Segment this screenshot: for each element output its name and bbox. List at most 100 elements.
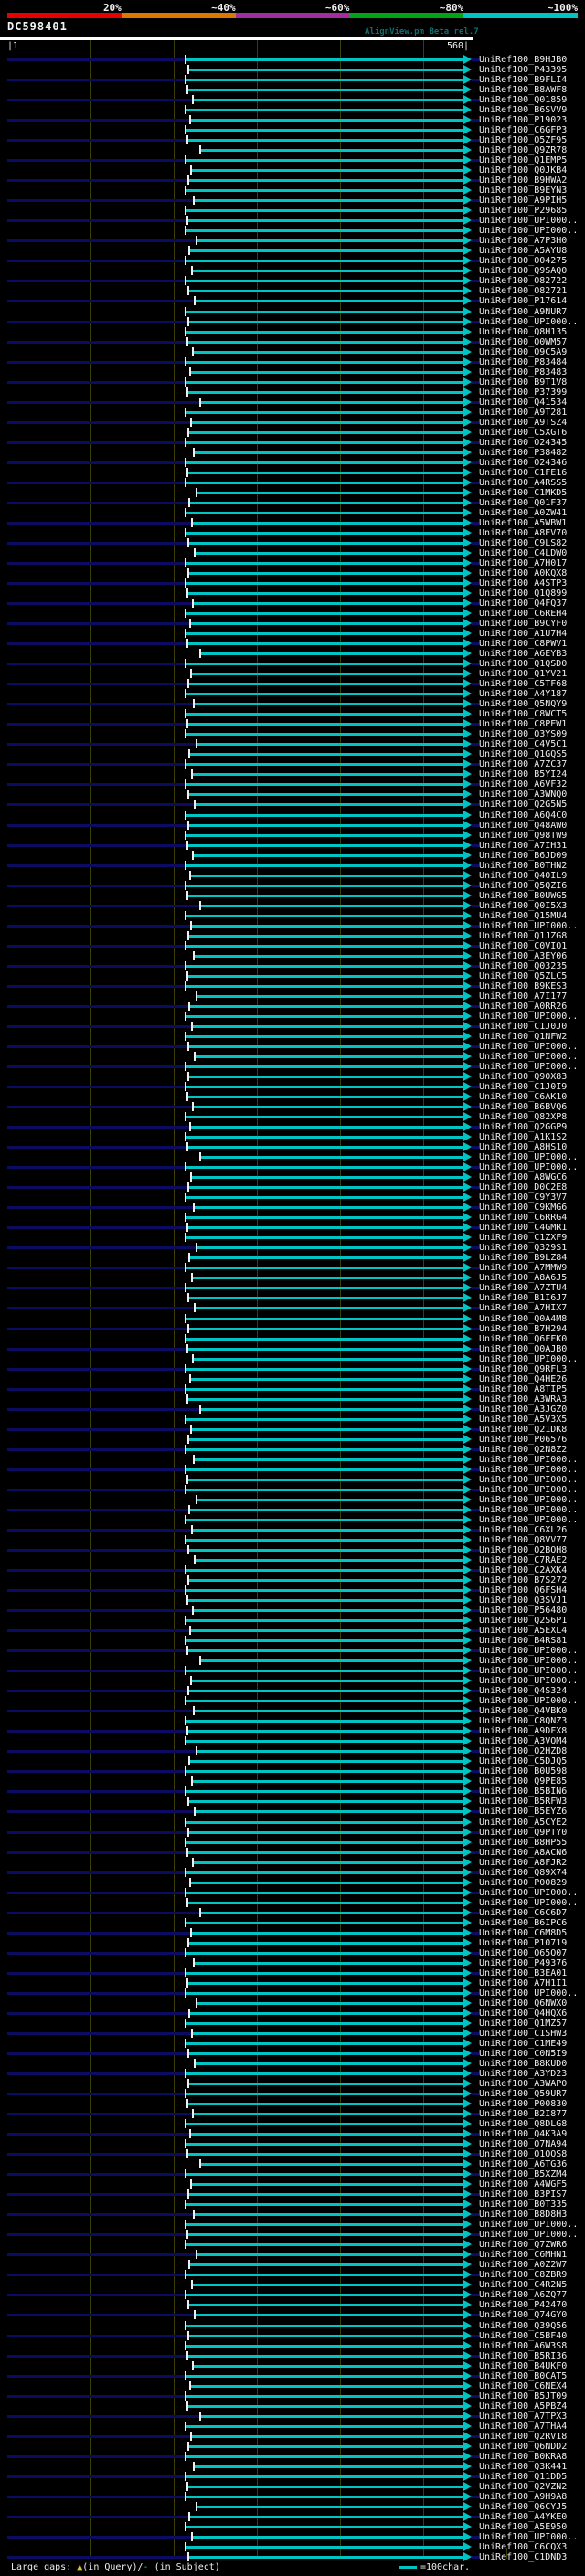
hit-bar[interactable] [193,1277,463,1279]
hit-label[interactable]: UniRef100_Q1JZG8 [479,931,568,941]
hit-label[interactable]: UniRef100_A7P3H0 [479,236,568,246]
hit-bar[interactable] [186,733,463,736]
hit-bar[interactable] [193,2536,463,2539]
hit-label[interactable]: UniRef100_C0VIQ1 [479,941,568,951]
hit-bar[interactable] [201,149,463,152]
hit-bar[interactable] [193,270,463,272]
hit-bar[interactable] [190,753,463,756]
hit-label[interactable]: UniRef100_B0U598 [479,1766,568,1776]
hit-label[interactable]: UniRef100_Q0I5X3 [479,901,568,911]
hit-bar[interactable] [186,1489,463,1491]
hit-bar[interactable] [186,2203,463,2206]
hit-bar[interactable] [189,2556,463,2559]
hit-label[interactable]: UniRef100_A7TPX3 [479,2412,568,2422]
hit-bar[interactable] [186,2123,463,2125]
hit-label[interactable]: UniRef100_A7MMW9 [479,1263,568,1273]
hit-label[interactable]: UniRef100_Q4VBK0 [479,1706,568,1716]
hit-bar[interactable] [201,652,463,655]
hit-bar[interactable] [186,1216,463,1219]
hit-bar[interactable] [189,793,463,796]
hit-bar[interactable] [188,1226,463,1229]
hit-bar[interactable] [188,391,463,394]
hit-label[interactable]: UniRef100_A9H9A8 [479,2492,568,2502]
hit-label[interactable]: UniRef100_A3EY06 [479,951,568,961]
hit-label[interactable]: UniRef100_A6VF32 [479,779,568,790]
hit-label[interactable]: UniRef100_Q0AJB0 [479,1344,568,1354]
hit-label[interactable]: UniRef100_A7ZC37 [479,759,568,769]
hit-label[interactable]: UniRef100_C4LDW0 [479,548,568,558]
hit-bar[interactable] [188,2153,463,2156]
hit-bar[interactable] [186,834,463,837]
hit-label[interactable]: UniRef100_A7ZTU4 [479,1283,568,1293]
hit-bar[interactable] [186,2022,463,2025]
hit-bar[interactable] [191,1882,463,1884]
hit-bar[interactable] [188,723,463,726]
hit-label[interactable]: UniRef100_C8PEW1 [479,719,568,729]
hit-label[interactable]: UniRef100_P83483 [479,367,568,377]
hit-bar[interactable] [194,99,463,101]
hit-label[interactable]: UniRef100_Q40IL9 [479,871,568,881]
hit-label[interactable]: UniRef100_A6EYB3 [479,649,568,659]
hit-label[interactable]: UniRef100_Q4HE26 [479,1374,568,1384]
hit-label[interactable]: UniRef100_A7HIX7 [479,1303,568,1313]
hit-label[interactable]: UniRef100_O24345 [479,438,568,448]
hit-label[interactable]: UniRef100_Q5NQY9 [479,699,568,709]
hit-bar[interactable] [188,2486,463,2488]
hit-bar[interactable] [192,169,463,172]
hit-label[interactable]: UniRef100_C4GMR1 [479,1223,568,1233]
hit-bar[interactable] [189,1549,463,1552]
hit-label[interactable]: UniRef100_A3VQM4 [479,1736,568,1746]
hit-label[interactable]: UniRef100_B4UKF0 [479,2361,568,2371]
hit-label[interactable]: UniRef100_UPI000.. [479,1465,579,1475]
hit-bar[interactable] [191,875,463,877]
hit-label[interactable]: UniRef100_UPI000.. [479,1052,579,1062]
hit-bar[interactable] [201,905,463,907]
hit-label[interactable]: UniRef100_Q1EMP5 [479,155,568,165]
hit-bar[interactable] [201,1659,463,1662]
hit-bar[interactable] [186,2496,463,2498]
hit-label[interactable]: UniRef100_UPI000.. [479,1475,579,1485]
hit-bar[interactable] [197,492,463,494]
hit-bar[interactable] [192,421,463,424]
hit-label[interactable]: UniRef100_Q2HZD8 [479,1746,568,1756]
hit-bar[interactable] [189,1328,463,1330]
hit-label[interactable]: UniRef100_O82722 [479,276,568,286]
hit-bar[interactable] [195,955,463,958]
hit-bar[interactable] [196,552,463,555]
hit-label[interactable]: UniRef100_Q4FQ37 [479,599,568,609]
hit-bar[interactable] [194,2113,463,2115]
hit-label[interactable]: UniRef100_C6REH4 [479,609,568,619]
hit-label[interactable]: UniRef100_Q2BQH8 [479,1545,568,1555]
hit-label[interactable]: UniRef100_UPI000.. [479,1676,579,1686]
hit-bar[interactable] [196,1307,463,1309]
hit-bar[interactable] [197,1246,463,1249]
hit-label[interactable]: UniRef100_Q1YV21 [479,669,568,679]
hit-label[interactable]: UniRef100_UPI000.. [479,1656,579,1666]
hit-bar[interactable] [188,895,463,897]
hit-bar[interactable] [186,532,463,535]
hit-bar[interactable] [197,2506,463,2508]
hit-label[interactable]: UniRef100_C6CQX3 [479,2542,568,2552]
hit-bar[interactable] [186,713,463,716]
hit-label[interactable]: UniRef100_P49376 [479,1958,568,1968]
hit-bar[interactable] [186,1569,463,1572]
hit-bar[interactable] [190,502,463,504]
hit-label[interactable]: UniRef100_B5XZM4 [479,2169,568,2179]
hit-label[interactable]: UniRef100_A9DFX8 [479,1726,568,1736]
hit-label[interactable]: UniRef100_Q0A4M8 [479,1314,568,1324]
hit-bar[interactable] [189,542,463,545]
hit-bar[interactable] [195,1710,463,1712]
hit-label[interactable]: UniRef100_A0Z2W7 [479,2260,568,2270]
hit-label[interactable]: UniRef100_Q9SAQ0 [479,266,568,276]
hit-bar[interactable] [186,2042,463,2045]
hit-bar[interactable] [197,1750,463,1753]
hit-label[interactable]: UniRef100_O04275 [479,256,568,266]
hit-bar[interactable] [192,2183,463,2186]
hit-label[interactable]: UniRef100_Q9C5A9 [479,347,568,357]
hit-bar[interactable] [186,2546,463,2549]
hit-label[interactable]: UniRef100_A0RR26 [479,1002,568,1012]
hit-label[interactable]: UniRef100_A7IH31 [479,841,568,851]
hit-label[interactable]: UniRef100_B9CYF0 [479,619,568,629]
hit-label[interactable]: UniRef100_B6IPC6 [479,1918,568,1928]
hit-bar[interactable] [186,109,463,111]
